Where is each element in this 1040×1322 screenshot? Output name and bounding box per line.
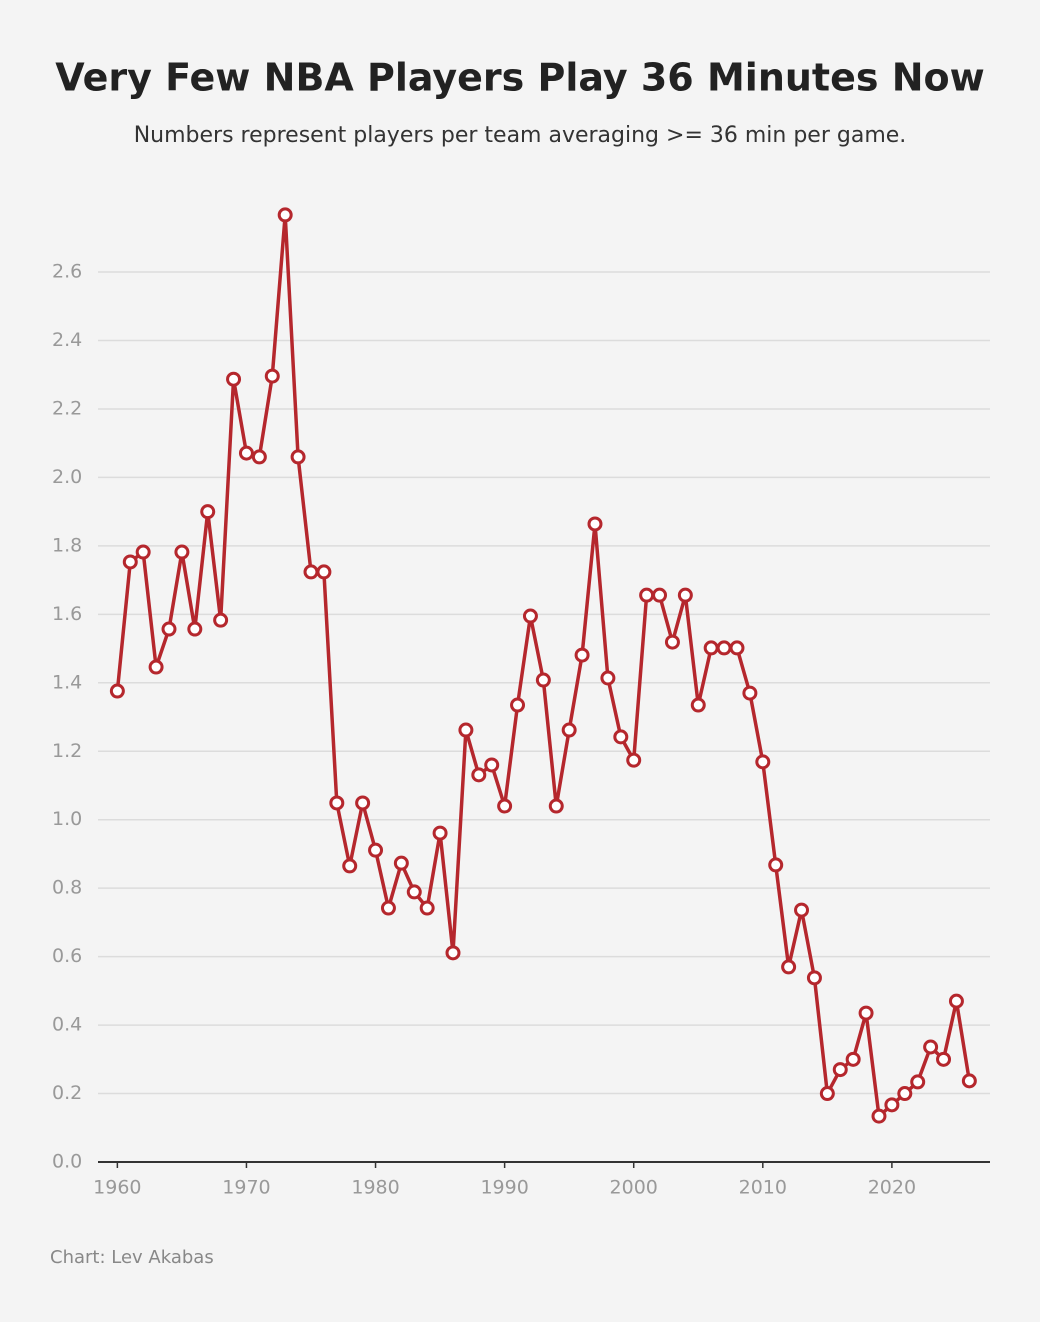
marker — [819, 1086, 835, 1102]
y-tick-label: 1.8 — [52, 534, 82, 556]
marker — [871, 1108, 887, 1124]
marker — [187, 621, 203, 637]
marker — [290, 449, 306, 465]
marker — [510, 697, 526, 713]
y-tick-label: 0.6 — [52, 945, 82, 967]
marker — [858, 1005, 874, 1021]
marker — [561, 722, 577, 738]
y-tick-label: 2.2 — [52, 397, 82, 419]
marker — [342, 858, 358, 874]
marker — [781, 959, 797, 975]
marker — [613, 729, 629, 745]
marker — [109, 683, 125, 699]
marker — [703, 640, 719, 656]
marker — [548, 798, 564, 814]
marker — [497, 798, 513, 814]
marker — [961, 1073, 977, 1089]
marker — [755, 754, 771, 770]
marker — [393, 855, 409, 871]
marker — [174, 544, 190, 560]
marker — [587, 516, 603, 532]
marker — [419, 900, 435, 916]
marker — [471, 767, 487, 783]
marker — [406, 884, 422, 900]
marker — [664, 634, 680, 650]
marker — [574, 647, 590, 663]
y-tick-label: 2.4 — [52, 329, 82, 351]
marker — [368, 842, 384, 858]
marker — [200, 504, 216, 520]
y-tick-label: 0.4 — [52, 1014, 82, 1036]
marker — [677, 587, 693, 603]
y-tick-label: 2.0 — [52, 466, 82, 488]
marker — [238, 445, 254, 461]
marker — [600, 670, 616, 686]
marker — [716, 640, 732, 656]
marker — [794, 902, 810, 918]
marker — [639, 587, 655, 603]
marker — [148, 659, 164, 675]
chart-subtitle: Numbers represent players per team avera… — [134, 123, 907, 148]
x-tick-label: 1960 — [93, 1177, 141, 1199]
marker — [161, 621, 177, 637]
marker — [832, 1062, 848, 1078]
marker — [936, 1051, 952, 1067]
marker — [329, 795, 345, 811]
y-tick-label: 1.4 — [52, 671, 82, 693]
y-tick-label: 1.6 — [52, 603, 82, 625]
marker — [445, 945, 461, 961]
y-tick-label: 0.0 — [52, 1151, 82, 1173]
y-tick-label: 0.8 — [52, 877, 82, 899]
x-tick-label: 1970 — [222, 1177, 270, 1199]
marker — [806, 970, 822, 986]
marker — [897, 1086, 913, 1102]
marker — [277, 207, 293, 223]
marker — [251, 449, 267, 465]
marker — [484, 757, 500, 773]
marker — [535, 672, 551, 688]
marker — [264, 368, 280, 384]
x-tick-label: 1990 — [480, 1177, 528, 1199]
x-tick-label: 2020 — [868, 1177, 916, 1199]
y-tick-label: 1.0 — [52, 808, 82, 830]
marker — [432, 825, 448, 841]
chart-title: Very Few NBA Players Play 36 Minutes Now — [55, 56, 984, 100]
marker — [948, 993, 964, 1009]
marker — [729, 640, 745, 656]
marker — [122, 554, 138, 570]
marker — [380, 900, 396, 916]
marker — [213, 612, 229, 628]
marker — [652, 587, 668, 603]
marker — [845, 1051, 861, 1067]
marker — [303, 564, 319, 580]
y-tick-label: 0.2 — [52, 1082, 82, 1104]
marker — [135, 544, 151, 560]
marker — [768, 857, 784, 873]
source: Chart: Lev Akabas — [50, 1247, 214, 1268]
marker — [884, 1097, 900, 1113]
marker — [522, 608, 538, 624]
marker — [910, 1074, 926, 1090]
marker — [742, 685, 758, 701]
marker — [355, 795, 371, 811]
x-tick-label: 2010 — [739, 1177, 787, 1199]
y-tick-label: 2.6 — [52, 261, 82, 283]
x-tick-label: 1980 — [351, 1177, 399, 1199]
marker — [316, 564, 332, 580]
y-tick-label: 1.2 — [52, 740, 82, 762]
marker — [923, 1039, 939, 1055]
marker — [226, 371, 242, 387]
marker — [690, 697, 706, 713]
marker — [458, 722, 474, 738]
marker — [626, 752, 642, 768]
x-tick-label: 2000 — [610, 1177, 658, 1199]
